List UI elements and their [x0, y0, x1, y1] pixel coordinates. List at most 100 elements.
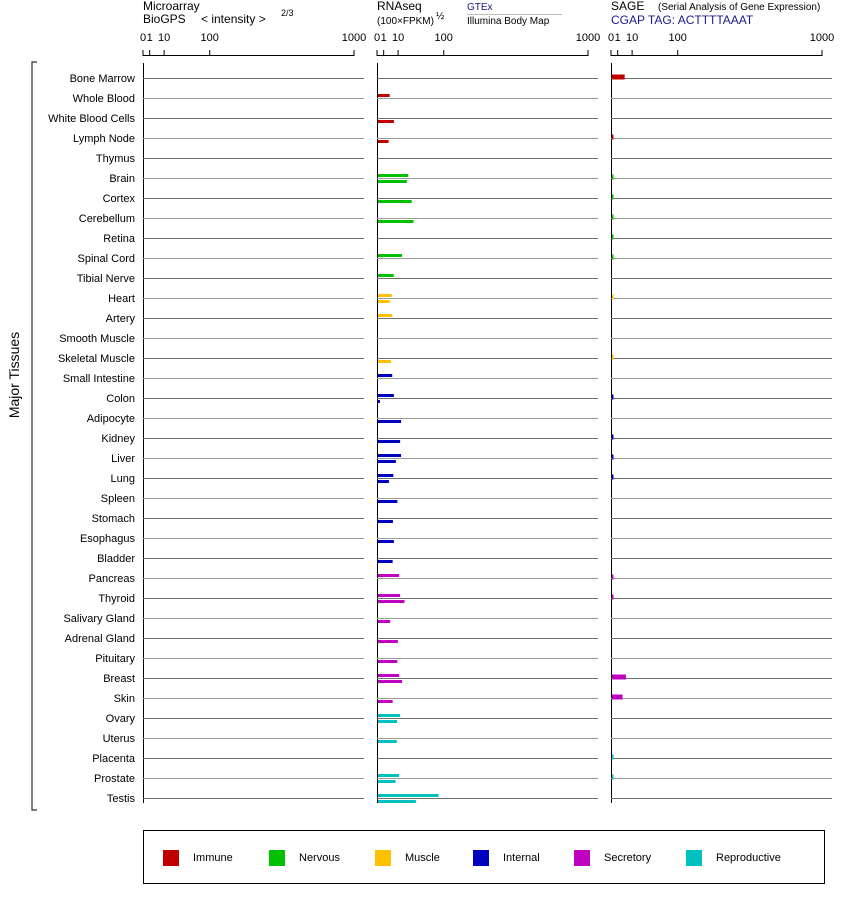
bar-sage — [612, 134, 614, 140]
bar-sage — [612, 294, 614, 300]
bar-illumina-body-map — [378, 600, 405, 603]
header-divider — [467, 14, 562, 15]
bar-illumina-body-map — [378, 700, 393, 703]
bar-gtex — [378, 574, 400, 577]
legend-swatch — [163, 850, 179, 866]
bar-illumina-body-map — [378, 780, 396, 783]
tissue-label: Pancreas — [89, 573, 136, 585]
bar-sage — [612, 214, 614, 220]
tissue-label: Ovary — [106, 713, 136, 725]
bar-illumina-body-map — [378, 540, 394, 543]
rnaseq-tick-label: 0 — [374, 32, 380, 44]
bar-illumina-body-map — [378, 740, 397, 743]
bar-illumina-body-map — [378, 120, 394, 123]
tissue-label: Prostate — [94, 773, 135, 785]
bar-illumina-body-map — [378, 680, 402, 683]
legend-label: Internal — [503, 852, 540, 864]
tissue-bracket — [31, 61, 37, 811]
bar-illumina-body-map — [378, 800, 416, 803]
sage-tick-label: 0 — [608, 32, 614, 44]
rnaseq-tick-label: 1 — [381, 32, 387, 44]
bar-sage — [612, 434, 614, 440]
tissue-label: Spinal Cord — [78, 253, 135, 265]
bar-sage — [612, 694, 623, 700]
tissue-label: Tibial Nerve — [77, 273, 135, 285]
bar-sage — [612, 194, 614, 200]
legend-item-internal: Internal — [473, 850, 540, 866]
bar-gtex — [378, 474, 394, 477]
rnaseq-tick-label: 10 — [392, 32, 404, 44]
bar-gtex — [378, 594, 401, 597]
sage-tick-label: 1 — [615, 32, 621, 44]
tissue-label: Heart — [108, 293, 135, 305]
tissue-label: Liver — [111, 453, 135, 465]
rnaseq-exponent: ½ — [436, 11, 445, 22]
legend-swatch — [375, 850, 391, 866]
tissue-label: Skin — [114, 693, 135, 705]
tissue-label: Cortex — [103, 193, 136, 205]
bar-illumina-body-map — [378, 420, 402, 423]
bar-gtex — [378, 314, 393, 317]
bar-illumina-body-map — [378, 440, 401, 443]
tissue-label: Small Intestine — [63, 373, 135, 385]
tissue-label: Lung — [111, 473, 135, 485]
bar-sage — [612, 474, 614, 480]
microarray-intensity-label: < intensity > — [201, 12, 266, 26]
bar-gtex — [378, 94, 390, 97]
legend-item-immune: Immune — [163, 850, 233, 866]
tissue-label: Bladder — [97, 553, 135, 565]
bar-gtex — [378, 374, 393, 377]
tissue-label: Thymus — [96, 153, 136, 165]
tissue-label: Breast — [103, 673, 135, 685]
legend-label: Immune — [193, 852, 233, 864]
microarray-tick-label: 1000 — [342, 32, 366, 44]
bar-gtex — [378, 794, 439, 797]
bar-gtex — [378, 674, 400, 677]
bar-gtex — [378, 174, 409, 177]
sage-tick-label: 100 — [669, 32, 687, 44]
tissue-label: Esophagus — [80, 533, 136, 545]
microarray-exponent: 2/3 — [281, 8, 294, 18]
bar-illumina-body-map — [378, 500, 398, 503]
tissue-label: Pituitary — [95, 653, 135, 665]
bar-sage — [612, 234, 614, 240]
bar-illumina-body-map — [378, 300, 390, 303]
tissue-label: Spleen — [101, 493, 135, 505]
tissue-label: Brain — [109, 173, 135, 185]
bar-illumina-body-map — [378, 620, 391, 623]
bar-illumina-body-map — [378, 720, 398, 723]
bar-sage — [612, 174, 614, 180]
tissue-label: Thyroid — [98, 593, 135, 605]
tissue-label: Adrenal Gland — [65, 633, 135, 645]
legend-item-secretory: Secretory — [574, 850, 651, 866]
legend-label: Reproductive — [716, 852, 781, 864]
bar-illumina-body-map — [378, 520, 393, 523]
bar-gtex — [378, 454, 402, 457]
tissue-label: Retina — [103, 233, 136, 245]
tissue-label: Lymph Node — [73, 133, 135, 145]
bar-illumina-body-map — [378, 640, 398, 643]
sage-tick-label: 10 — [626, 32, 638, 44]
microarray-tick-label: 0 — [140, 32, 146, 44]
bar-sage — [612, 574, 614, 580]
legend-label: Nervous — [299, 852, 340, 864]
legend-label: Secretory — [604, 852, 652, 864]
tissue-label: Testis — [107, 793, 136, 805]
tissue-label: Stomach — [92, 513, 135, 525]
tissue-label: Kidney — [101, 433, 135, 445]
sage-title: SAGE — [611, 0, 645, 13]
microarray-tick-label: 1 — [147, 32, 153, 44]
tissue-label: Bone Marrow — [70, 73, 135, 85]
bar-illumina-body-map — [378, 560, 393, 563]
bar-sage — [612, 674, 626, 680]
tissue-label: Skeletal Muscle — [58, 353, 135, 365]
bar-sage — [612, 774, 614, 780]
bar-illumina-body-map — [378, 180, 407, 183]
microarray-tick-label: 10 — [158, 32, 170, 44]
illumina-label: Illumina Body Map — [467, 16, 550, 27]
legend-label: Muscle — [405, 852, 440, 864]
bar-illumina-body-map — [378, 460, 396, 463]
gtex-label: GTEx — [467, 2, 493, 13]
